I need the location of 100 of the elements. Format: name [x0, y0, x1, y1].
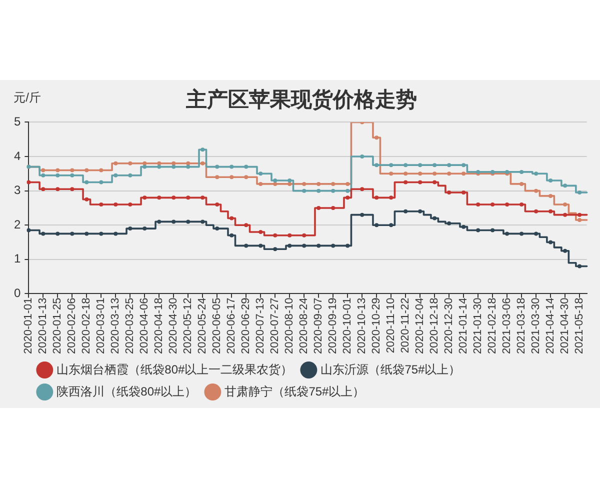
x-tick-label: 2020-02-18 — [80, 298, 93, 354]
point — [316, 244, 321, 248]
point — [56, 168, 60, 172]
x-tick-label: 2021-03-18 — [516, 298, 528, 354]
point — [389, 196, 394, 200]
x-tick-label: 2020-10-13 — [356, 298, 368, 354]
point — [172, 161, 176, 166]
point — [215, 164, 220, 169]
point — [128, 173, 132, 178]
point — [186, 196, 190, 200]
point — [288, 178, 292, 183]
x-tick-label: 2021-01-30 — [472, 298, 484, 354]
chart-title: 主产区苹果现货价格走势 — [185, 87, 417, 112]
x-tick-label: 2020-09-19 — [327, 298, 340, 354]
point — [346, 188, 350, 193]
x-tick-label: 2021-02-18 — [486, 298, 499, 354]
x-tick-label: 2020-08-24 — [298, 298, 310, 354]
y-tick-label: 5 — [14, 114, 21, 129]
point — [346, 244, 350, 248]
point — [157, 220, 162, 224]
point — [505, 232, 510, 236]
point — [331, 182, 336, 186]
point — [432, 163, 437, 168]
point — [142, 161, 147, 166]
point — [563, 202, 568, 207]
point — [563, 184, 568, 188]
point — [244, 164, 248, 169]
point — [404, 180, 408, 184]
legend-label: 山东烟台栖霞（纸袋80#以上一二级果农货） — [56, 362, 293, 376]
point — [447, 163, 452, 168]
point — [316, 206, 321, 210]
point — [99, 202, 104, 207]
point — [142, 226, 147, 231]
x-tick-label: 2021-04-30 — [559, 298, 572, 354]
point — [578, 218, 582, 222]
point — [346, 182, 350, 186]
x-tick-label: 2020-08-10 — [284, 298, 296, 354]
point — [84, 168, 89, 172]
point — [302, 182, 306, 186]
x-tick-label: 2021-01-14 — [458, 298, 470, 354]
point — [346, 196, 350, 200]
point — [70, 173, 74, 178]
x-tick-label: 2020-06-17 — [226, 298, 238, 354]
point — [157, 196, 162, 200]
point — [520, 170, 524, 174]
point — [360, 212, 364, 217]
point — [186, 161, 190, 166]
point — [447, 172, 452, 176]
point — [462, 163, 466, 168]
point — [432, 172, 437, 176]
point — [230, 175, 234, 180]
point — [56, 173, 60, 178]
legend-label: 山东沂源（纸袋75#以上） — [320, 362, 461, 376]
point — [70, 168, 74, 172]
x-tick-label: 2020-05-12 — [182, 298, 194, 354]
point — [578, 190, 582, 195]
point — [360, 154, 364, 159]
y-tick-label: 0 — [14, 286, 21, 300]
point — [200, 161, 205, 166]
point — [157, 164, 162, 169]
x-tick-label: 2020-12-30 — [443, 298, 456, 354]
x-tick-label: 2021-05-18 — [574, 298, 586, 354]
point — [128, 161, 132, 166]
y-axis-title: 元/斤 — [14, 90, 42, 105]
x-tick-label: 2020-06-29 — [240, 298, 252, 354]
point — [258, 244, 263, 248]
point — [432, 180, 437, 184]
y-tick-label: 3 — [14, 183, 21, 198]
y-tick-label: 1 — [14, 252, 21, 266]
x-tick-label: 2020-12-04 — [414, 298, 426, 354]
point — [41, 232, 46, 236]
point — [128, 226, 132, 231]
x-tick-label: 2020-04-06 — [138, 298, 151, 354]
point — [490, 228, 495, 232]
x-tick-label: 2020-06-05 — [211, 298, 224, 354]
point — [200, 220, 205, 224]
point — [99, 232, 104, 236]
x-tick-label: 2021-03-06 — [501, 298, 514, 354]
point — [374, 196, 379, 200]
x-tick-label: 2020-03-13 — [110, 298, 122, 354]
point — [244, 223, 248, 228]
point — [548, 194, 553, 198]
point — [99, 180, 104, 184]
point — [215, 175, 220, 180]
x-tick-label: 2020-05-24 — [196, 298, 209, 354]
point — [172, 196, 176, 200]
point — [389, 163, 394, 168]
point — [476, 202, 480, 207]
point — [447, 190, 452, 195]
point — [534, 188, 538, 193]
point — [404, 209, 408, 214]
x-tick-label: 2020-12-18 — [428, 298, 441, 354]
point — [142, 164, 147, 169]
x-tick-label: 2020-02-06 — [66, 298, 78, 354]
point — [273, 247, 278, 252]
x-tick-label: 2020-01-01 — [22, 298, 35, 354]
point — [84, 197, 89, 202]
point — [288, 233, 292, 238]
point — [56, 232, 60, 236]
point — [520, 202, 524, 207]
